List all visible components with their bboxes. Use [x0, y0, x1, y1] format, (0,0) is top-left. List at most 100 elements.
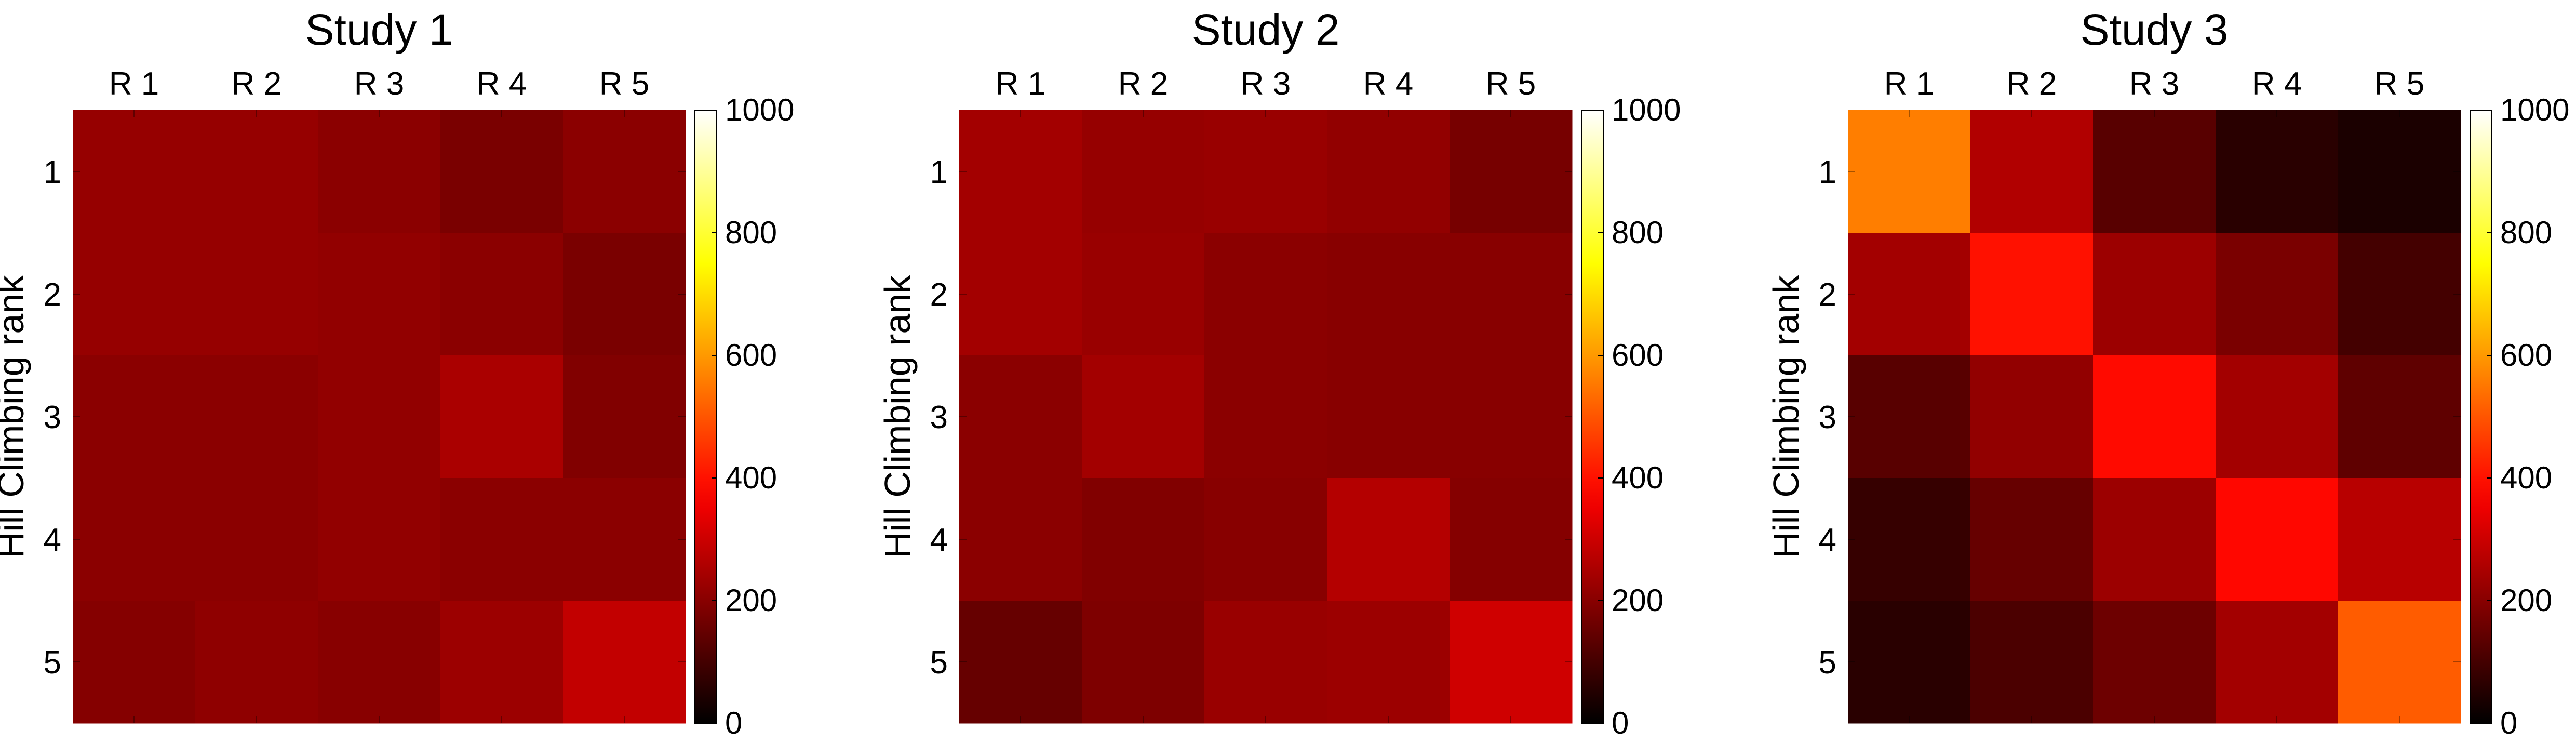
- heatmap-cell: [195, 601, 318, 724]
- heatmap-cell: [1970, 355, 2094, 479]
- colorbar-tick-label: 1000: [1612, 92, 1681, 127]
- heatmap-cell: [1848, 355, 1971, 479]
- heatmap-cell: [1082, 233, 1205, 356]
- heatmap-cell: [440, 233, 564, 356]
- y-tick-label: 1: [930, 154, 948, 190]
- heatmap-cell: [2093, 233, 2216, 356]
- heatmap-cell: [73, 233, 196, 356]
- heatmap-cell: [959, 601, 1082, 724]
- y-axis-label: Hill Climbing rank: [0, 275, 31, 559]
- colorbar-tick-label: 800: [2500, 215, 2552, 250]
- heatmap-cell: [318, 478, 441, 601]
- y-tick-label: 3: [1819, 400, 1836, 435]
- colorbar-tick-label: 200: [2500, 583, 2552, 618]
- heatmap-cell: [318, 110, 441, 233]
- colorbar: [694, 110, 717, 724]
- heatmap-cell: [2216, 355, 2339, 479]
- x-tick-label: R 3: [354, 66, 404, 102]
- heatmap-cell: [73, 601, 196, 724]
- heatmap-cell: [2338, 355, 2461, 479]
- y-tick-label: 2: [930, 277, 948, 313]
- heatmap-cell: [2338, 233, 2461, 356]
- heatmap-cell: [440, 601, 564, 724]
- heatmap-cell: [1450, 601, 1573, 724]
- panel-title: Study 3: [2081, 5, 2229, 54]
- heatmap-cell: [1848, 110, 1971, 233]
- heatmap-cell: [73, 355, 196, 479]
- colorbar-tick-label: 600: [725, 338, 777, 373]
- x-tick-label: R 4: [477, 66, 527, 102]
- colorbar-tick-label: 0: [1612, 706, 1629, 740]
- x-tick-label: R 1: [996, 66, 1045, 102]
- heatmap-cell: [1082, 355, 1205, 479]
- x-tick-label: R 5: [599, 66, 649, 102]
- heatmap-cell: [959, 355, 1082, 479]
- colorbar: [1581, 110, 1604, 724]
- x-tick-label: R 2: [2007, 66, 2057, 102]
- x-tick-label: R 2: [232, 66, 281, 102]
- heatmap-cell: [1327, 110, 1450, 233]
- heatmap-cell: [195, 355, 318, 479]
- colorbar-tick-label: 600: [1612, 338, 1663, 373]
- heatmap-cell: [440, 110, 564, 233]
- heatmap-cell: [2216, 478, 2339, 601]
- colorbar-tick-label: 800: [1612, 215, 1663, 250]
- heatmap-cell: [1082, 601, 1205, 724]
- heatmap-cell: [563, 355, 686, 479]
- heatmap-cell: [1970, 110, 2094, 233]
- heatmap-cell: [1082, 110, 1205, 233]
- heatmap-cell: [1327, 355, 1450, 479]
- heatmap-cell: [563, 233, 686, 356]
- heatmap-cell: [318, 355, 441, 479]
- x-tick-label: R 4: [2252, 66, 2302, 102]
- heatmap-cell: [1204, 110, 1327, 233]
- heatmap-cell: [1204, 233, 1327, 356]
- heatmap-cell: [2093, 601, 2216, 724]
- y-tick-label: 4: [930, 522, 948, 558]
- heatmap-cell: [2216, 233, 2339, 356]
- heatmap-cell: [1970, 233, 2094, 356]
- x-tick-label: R 5: [1486, 66, 1536, 102]
- heatmap-cell: [1970, 478, 2094, 601]
- heatmap-cell: [318, 601, 441, 724]
- panel-title: Study 2: [1192, 5, 1340, 54]
- colorbar-tick-label: 800: [725, 215, 777, 250]
- heatmap-cell: [1450, 233, 1573, 356]
- heatmap-cell: [1848, 233, 1971, 356]
- colorbar-tick-label: 200: [1612, 583, 1663, 618]
- x-tick-label: R 1: [109, 66, 159, 102]
- y-tick-label: 2: [1819, 277, 1836, 313]
- y-tick-label: 3: [44, 400, 61, 435]
- heatmap-cell: [563, 601, 686, 724]
- heatmap-cell: [959, 233, 1082, 356]
- heatmap-cell: [2093, 110, 2216, 233]
- colorbar-tick-label: 600: [2500, 338, 2552, 373]
- y-axis-label: Hill Climbing rank: [1766, 275, 1806, 559]
- heatmap-cell: [2216, 601, 2339, 724]
- heatmap-cell: [1204, 601, 1327, 724]
- heatmap-cell: [1970, 601, 2094, 724]
- heatmap-panel-3: Study 3 R 1 R 2 R 3 R 4 R 5 1 2 3 4 5 Hill Climbing…: [1766, 5, 2569, 740]
- x-tick-label: R 2: [1118, 66, 1168, 102]
- y-tick-label: 4: [1819, 522, 1836, 558]
- heatmap-cell: [1848, 478, 1971, 601]
- y-tick-label: 1: [44, 154, 61, 190]
- colorbar-tick-label: 400: [725, 460, 777, 495]
- panel-title: Study 1: [305, 5, 453, 54]
- colorbar-tick-label: 200: [725, 583, 777, 618]
- x-tick-label: R 3: [2129, 66, 2179, 102]
- heatmap-cell: [440, 355, 564, 479]
- heatmap-cell: [2338, 478, 2461, 601]
- y-tick-label: 5: [44, 645, 61, 681]
- colorbar-tick-label: 0: [725, 706, 742, 740]
- heatmap-cell: [1204, 478, 1327, 601]
- x-tick-label: R 1: [1884, 66, 1934, 102]
- heatmap-cell: [195, 233, 318, 356]
- heatmap-cell: [2338, 601, 2461, 724]
- heatmap-cell: [1204, 355, 1327, 479]
- y-tick-label: 1: [1819, 154, 1836, 190]
- heatmap-panel-2: Study 2 R 1 R 2 R 3 R 4 R 5 1 2 3 4 5 Hill Climbing…: [877, 5, 1681, 740]
- heatmap-cell: [563, 478, 686, 601]
- colorbar-tick-label: 1000: [2500, 92, 2569, 127]
